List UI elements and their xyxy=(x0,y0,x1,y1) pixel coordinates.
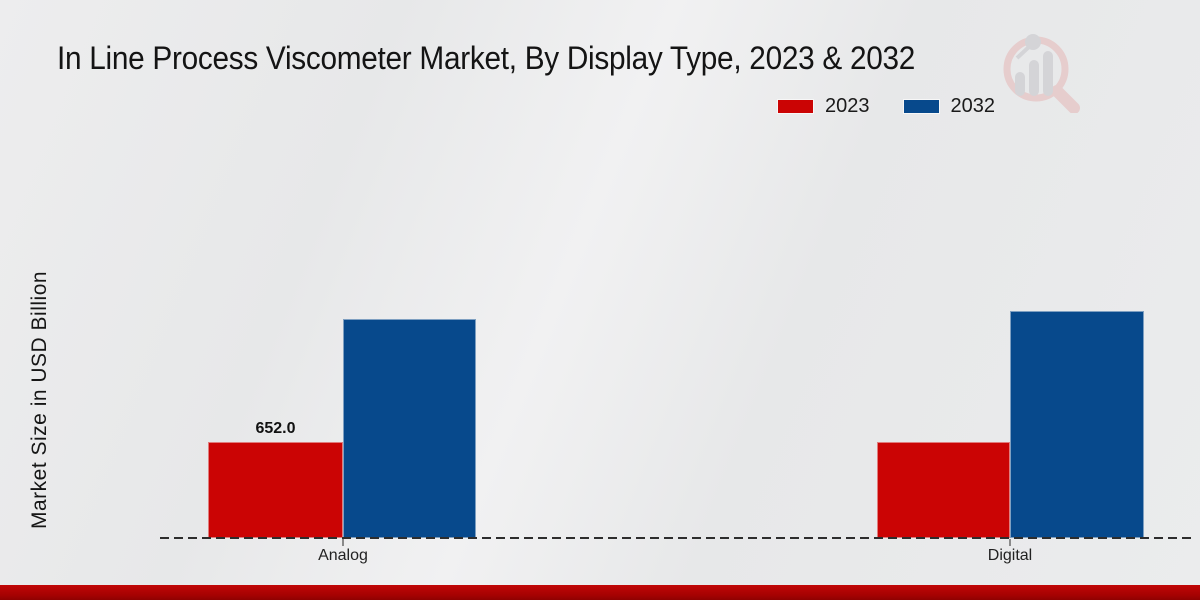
magnifier-handle-icon xyxy=(1051,85,1080,113)
category-label-digital: Digital xyxy=(987,547,1033,564)
bar-analog-2032 xyxy=(343,319,476,538)
x-axis-baseline xyxy=(160,537,1195,539)
bottom-accent-strip xyxy=(0,585,1200,600)
legend-item-2032: 2032 xyxy=(903,94,996,118)
chart-title: In Line Process Viscometer Market, By Di… xyxy=(57,40,916,76)
x-axis-tick-digital xyxy=(1009,539,1011,546)
legend-item-2023: 2023 xyxy=(778,95,870,118)
legend-swatch-2023 xyxy=(778,99,813,113)
bar-digital-2023 xyxy=(877,442,1010,538)
legend-label-2032: 2032 xyxy=(950,94,996,117)
category-label-analog: Analog xyxy=(318,547,368,564)
bar-analog-2023 xyxy=(208,442,343,538)
legend: 2023 2032 xyxy=(778,94,995,118)
legend-label-2023: 2023 xyxy=(825,94,870,117)
magnifier-bar-chart-logo-watermark xyxy=(1003,34,1080,113)
value-label: 652.0 xyxy=(255,420,296,437)
trend-line-icon xyxy=(1015,43,1033,60)
x-axis-tick-analog xyxy=(342,539,344,546)
legend-swatch-2032 xyxy=(903,99,939,113)
bar-digital-2032 xyxy=(1010,311,1144,538)
logo-bar-tall-icon xyxy=(1043,51,1053,96)
logo-bar-short-icon xyxy=(1015,72,1025,96)
logo-bar-medium-icon xyxy=(1029,60,1039,96)
y-axis-label: Market Size in USD Billion xyxy=(28,270,51,530)
